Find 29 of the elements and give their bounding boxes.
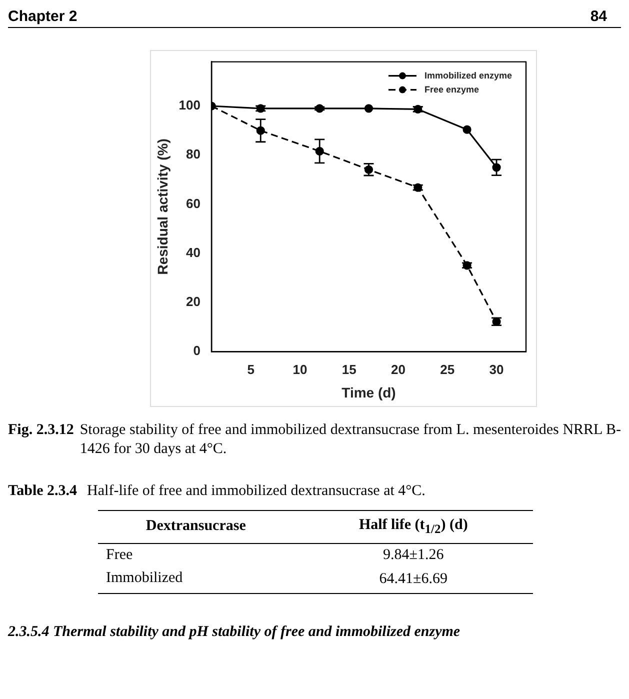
- x-tick-label: 30: [489, 362, 504, 377]
- y-tick-label: 80: [186, 146, 200, 162]
- legend-label: Free enzyme: [424, 84, 480, 94]
- y-tick-label: 100: [178, 98, 200, 113]
- text: 64.41±6.69: [378, 570, 448, 589]
- x-tick-label: 15: [342, 362, 356, 377]
- text: Dextransucrase: [144, 517, 247, 536]
- text: 84: [590, 8, 607, 25]
- x-tick-label: 10: [292, 362, 308, 377]
- y-tick-label: 0: [193, 343, 200, 358]
- y-axis-title: Residual activity (%): [154, 138, 170, 275]
- y-tick-label: 20: [186, 294, 200, 310]
- x-tick-label: 25: [440, 362, 455, 377]
- text: Free: [105, 546, 134, 564]
- text: Immobilized: [105, 568, 184, 588]
- x-axis-title: Time (d): [342, 384, 396, 400]
- text: 2.3.5.4 Thermal stability and pH stability of free and immobilized enzyme: [8, 624, 462, 640]
- y-tick-label: 40: [186, 244, 200, 260]
- text: Half-life of free and immobilized dextransucrase at 4°C.: [87, 482, 426, 500]
- text: Chapter 2: [8, 8, 78, 25]
- caption: Table 2.3.4: [8, 482, 78, 500]
- caption: Fig. 2.3.12: [8, 421, 74, 440]
- text: Storage stability of free and immobilized dextransucrase from L. mesenteroides NRRL B-1426 for 30 days at 4°C.: [80, 421, 621, 458]
- x-tick-label: 5: [247, 362, 254, 377]
- x-tick-label: 20: [390, 362, 406, 377]
- y-tick-label: 60: [186, 196, 200, 211]
- legend-label: Immobilized enzyme: [424, 70, 512, 80]
- text: 9.84±1.26: [382, 546, 445, 564]
- text: Half life (t$_{1/2}$) (d): [358, 516, 469, 538]
